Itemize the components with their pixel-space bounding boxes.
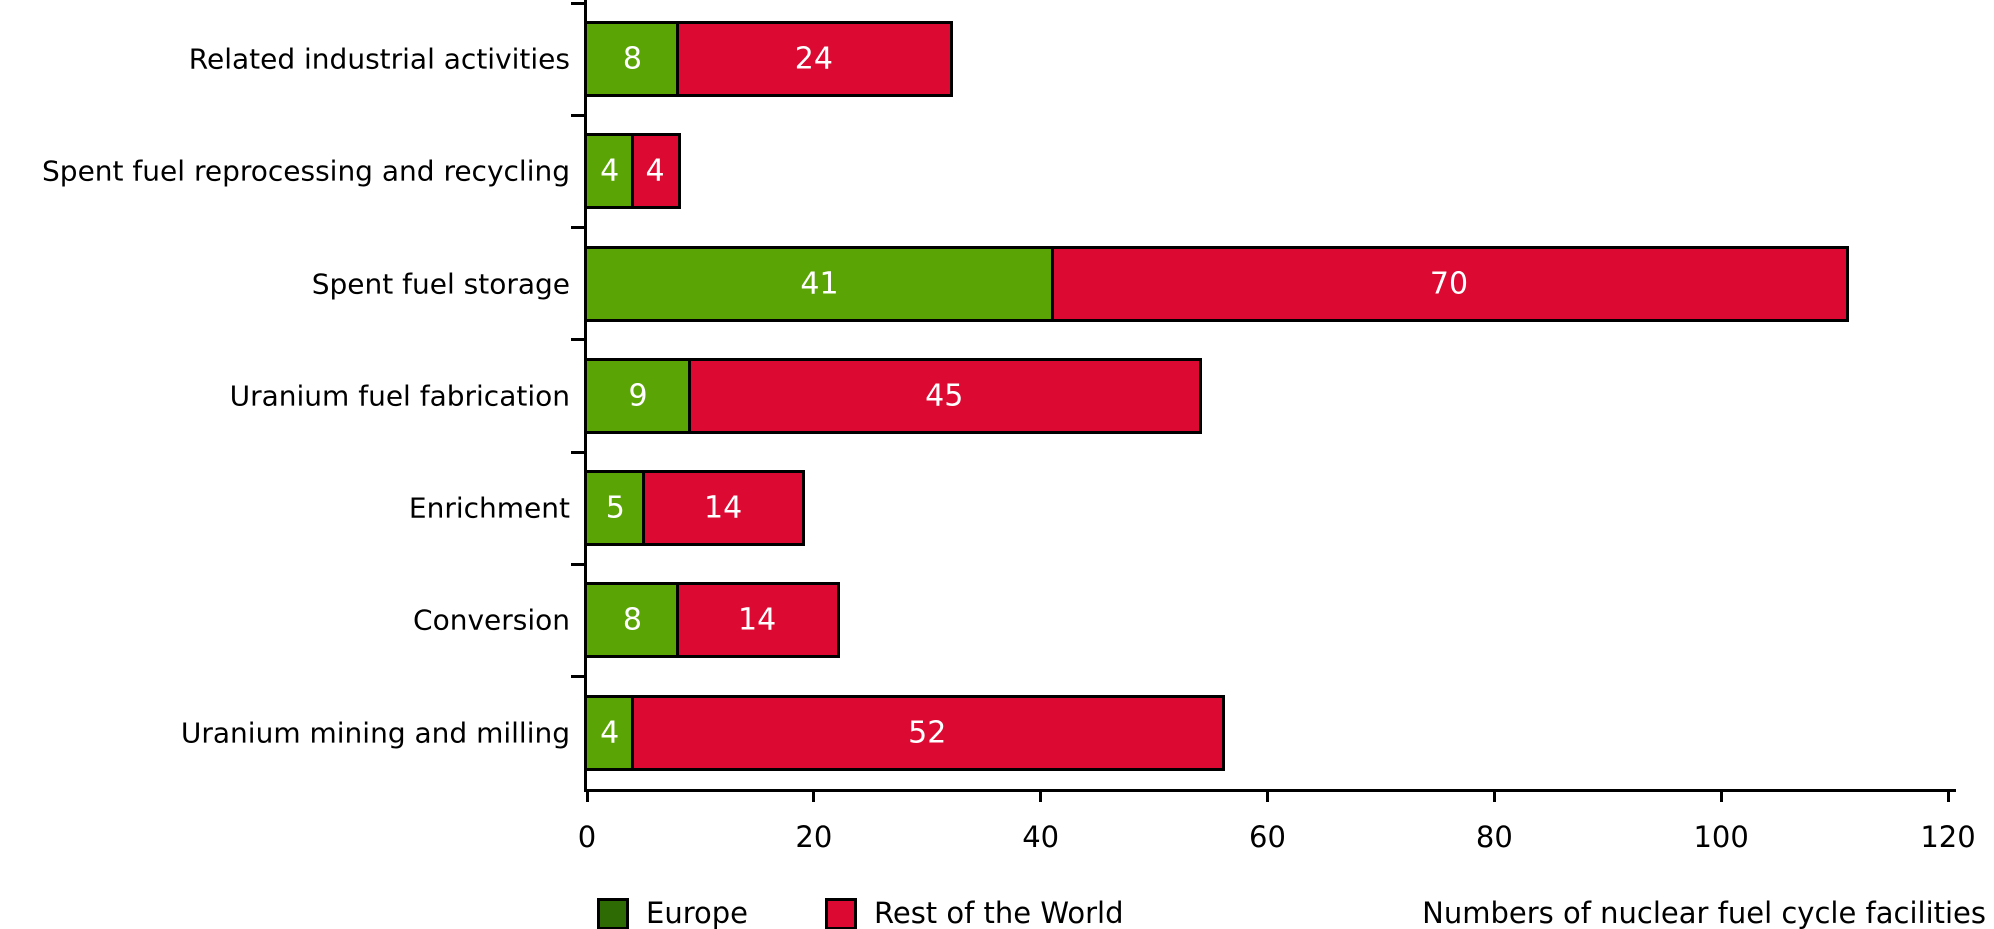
- bar-row-6: 8 14: [584, 582, 840, 659]
- category-label: Uranium mining and milling: [180, 716, 570, 750]
- bar-value-rest-of-world: 14: [704, 490, 743, 526]
- x-tick-label: 100: [1693, 820, 1749, 854]
- segment-divider: [630, 136, 634, 207]
- x-axis-title: Numbers of nuclear fuel cycle facilities: [1422, 896, 1986, 929]
- bar-segment-europe: [587, 585, 678, 656]
- x-tick-label: 80: [1475, 820, 1513, 854]
- bar-row-5: 5 14: [584, 470, 806, 547]
- bar-segment-europe: [587, 473, 644, 544]
- segment-divider: [676, 585, 680, 656]
- category-label: Spent fuel storage: [311, 267, 570, 301]
- y-axis-tick: [571, 338, 584, 342]
- x-axis-tick: [812, 792, 816, 802]
- bar-value-europe: 4: [600, 715, 620, 751]
- bar-value-rest-of-world: 52: [908, 715, 947, 751]
- y-axis-tick: [571, 226, 584, 230]
- bar-value-rest-of-world: 70: [1429, 266, 1469, 302]
- y-axis-tick: [571, 562, 584, 566]
- segment-divider: [642, 473, 646, 544]
- bar-value-europe: 4: [600, 153, 620, 189]
- segment-divider: [1050, 248, 1054, 319]
- bar-value-europe: 8: [622, 602, 642, 638]
- segment-divider: [676, 24, 680, 94]
- x-tick-label: 120: [1920, 820, 1976, 854]
- category-label: Related industrial activities: [188, 42, 570, 76]
- x-axis-line: [584, 789, 1956, 792]
- bar-row-3: 41 70: [584, 245, 1849, 322]
- bar-value-rest-of-world: 24: [794, 41, 833, 77]
- x-tick-label: 60: [1249, 820, 1286, 854]
- bar-segment-europe: [587, 697, 633, 768]
- bar-value-rest-of-world: 14: [738, 602, 777, 638]
- x-axis-tick: [585, 792, 589, 802]
- legend-swatch-rest-of-world: [825, 898, 857, 929]
- legend-swatch-europe: [597, 898, 629, 929]
- x-axis-tick: [1719, 792, 1723, 802]
- segment-divider: [687, 360, 691, 431]
- bar-value-rest-of-world: 4: [645, 153, 665, 189]
- y-axis-tick: [571, 113, 584, 117]
- bar-value-europe: 5: [605, 490, 625, 526]
- x-axis-tick: [1492, 792, 1496, 802]
- bar-row-1: 8 24: [584, 21, 953, 97]
- category-label: Conversion: [413, 603, 570, 637]
- y-axis-tick: [571, 1, 584, 5]
- segment-divider: [630, 697, 634, 768]
- y-axis-tick: [571, 675, 584, 679]
- bar-segment-europe: [587, 24, 678, 94]
- category-label: Spent fuel reprocessing and recycling: [42, 154, 570, 188]
- x-tick-label: 40: [1022, 820, 1060, 854]
- x-axis-tick: [1946, 792, 1950, 802]
- bar-value-europe: 8: [622, 41, 642, 77]
- bar-value-europe: 41: [800, 266, 839, 302]
- x-axis-tick: [1266, 792, 1269, 802]
- bar-value-rest-of-world: 45: [925, 378, 964, 414]
- category-label: Uranium fuel fabrication: [229, 379, 570, 413]
- bar-segment-europe: [587, 136, 633, 207]
- x-tick-label: 0: [577, 820, 597, 854]
- bar-row-7: 4 52: [584, 694, 1226, 771]
- legend-label-rest-of-world: Rest of the World: [874, 896, 1124, 929]
- x-axis-tick: [1039, 792, 1043, 802]
- bar-row-4: 9 45: [584, 357, 1203, 434]
- y-axis-tick: [571, 450, 584, 454]
- legend-label-europe: Europe: [646, 896, 748, 929]
- bar-value-europe: 9: [628, 378, 648, 414]
- bar-segment-europe: [587, 360, 690, 431]
- x-tick-label: 20: [795, 820, 833, 854]
- bar-segment-europe: [587, 248, 1052, 319]
- category-label: Enrichment: [408, 491, 570, 525]
